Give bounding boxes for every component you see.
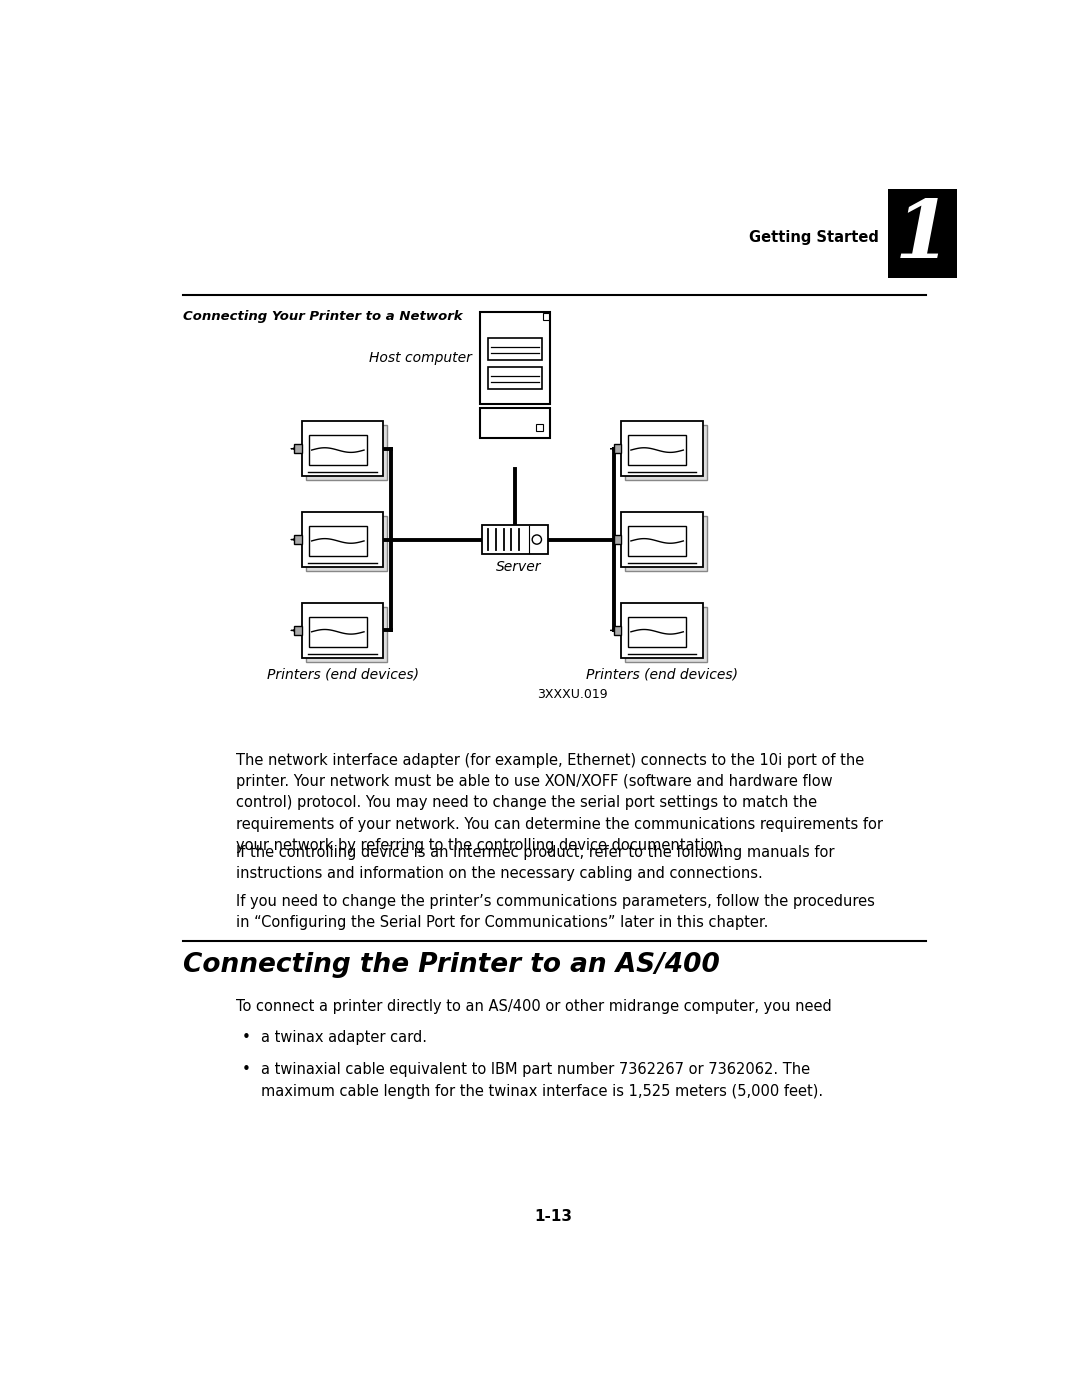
Bar bbox=[302, 602, 383, 658]
Bar bbox=[542, 313, 549, 320]
Text: a twinax adapter card.: a twinax adapter card. bbox=[260, 1030, 427, 1045]
Bar bbox=[627, 616, 687, 647]
Text: Printers (end devices): Printers (end devices) bbox=[586, 668, 738, 682]
Text: 1: 1 bbox=[894, 197, 950, 275]
Text: Host computer: Host computer bbox=[369, 351, 472, 365]
Bar bbox=[625, 606, 706, 662]
Text: If you need to change the printer’s communications parameters, follow the proced: If you need to change the printer’s comm… bbox=[235, 894, 875, 930]
Bar bbox=[294, 535, 302, 545]
Bar bbox=[309, 525, 367, 556]
Bar bbox=[306, 515, 388, 571]
Text: If the controlling device is an Intermec product, refer to the following manuals: If the controlling device is an Intermec… bbox=[235, 845, 834, 882]
Text: 1-13: 1-13 bbox=[535, 1208, 572, 1224]
Bar bbox=[309, 434, 367, 465]
Bar bbox=[889, 189, 957, 278]
Bar bbox=[488, 367, 542, 388]
Text: •: • bbox=[242, 1030, 251, 1045]
Bar bbox=[302, 511, 383, 567]
Text: Server: Server bbox=[496, 560, 541, 574]
Text: To connect a printer directly to an AS/400 or other midrange computer, you need: To connect a printer directly to an AS/4… bbox=[235, 999, 832, 1014]
Bar bbox=[613, 535, 621, 545]
Bar bbox=[294, 626, 302, 636]
Text: Printers (end devices): Printers (end devices) bbox=[267, 668, 419, 682]
Bar bbox=[613, 444, 621, 453]
Text: •: • bbox=[242, 1062, 251, 1077]
Circle shape bbox=[532, 535, 541, 545]
Bar bbox=[306, 606, 388, 662]
Bar bbox=[621, 602, 703, 658]
Bar bbox=[536, 423, 543, 432]
Text: Getting Started: Getting Started bbox=[750, 231, 879, 244]
Text: Connecting the Printer to an AS/400: Connecting the Printer to an AS/400 bbox=[183, 951, 720, 978]
Bar bbox=[627, 525, 687, 556]
Bar bbox=[625, 515, 706, 571]
Text: The network interface adapter (for example, Ethernet) connects to the 10i port o: The network interface adapter (for examp… bbox=[235, 753, 882, 852]
Bar bbox=[627, 434, 687, 465]
Bar bbox=[309, 616, 367, 647]
Bar bbox=[302, 420, 383, 476]
Text: a twinaxial cable equivalent to IBM part number 7362267 or 7362062. The
maximum : a twinaxial cable equivalent to IBM part… bbox=[260, 1062, 823, 1098]
Bar bbox=[621, 420, 703, 476]
Bar bbox=[480, 408, 550, 437]
Bar bbox=[306, 425, 388, 481]
Bar bbox=[294, 444, 302, 453]
Bar bbox=[480, 312, 550, 404]
Bar bbox=[621, 511, 703, 567]
Bar bbox=[625, 425, 706, 481]
Bar bbox=[482, 525, 548, 555]
Bar bbox=[488, 338, 542, 360]
Text: Connecting Your Printer to a Network: Connecting Your Printer to a Network bbox=[183, 310, 462, 323]
Bar bbox=[613, 626, 621, 636]
Text: 3XXXU.019: 3XXXU.019 bbox=[538, 689, 608, 701]
